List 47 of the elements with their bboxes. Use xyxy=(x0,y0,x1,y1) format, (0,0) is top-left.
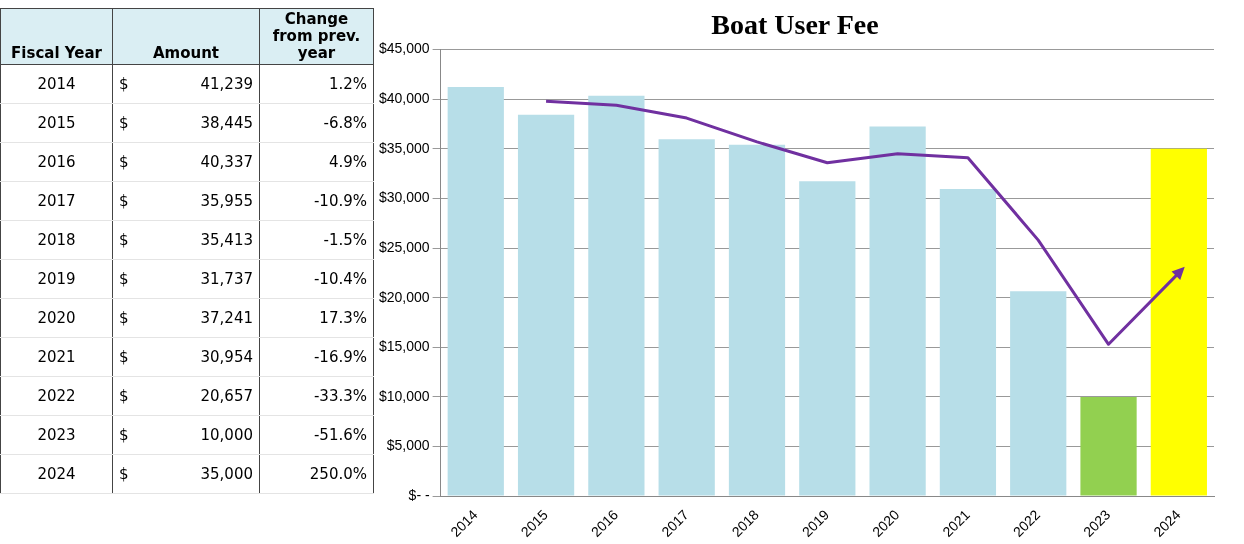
y-tick-label: $45,000 xyxy=(379,40,430,57)
text: $ 37,241 xyxy=(119,309,253,327)
category-label: 2023 xyxy=(37,426,76,444)
text: $ 20,657 xyxy=(119,387,253,405)
y-tick-label: $25,000 xyxy=(379,238,430,255)
text: -51.6% xyxy=(259,415,374,455)
category-label: 2014 xyxy=(37,75,76,93)
text: $ 41,239 xyxy=(119,75,253,93)
text: 1.2% xyxy=(259,64,374,104)
text: -10.9% xyxy=(259,181,374,221)
text: Fiscal Year xyxy=(0,8,113,65)
text: $ 35,955 xyxy=(119,192,253,210)
text: -1.5% xyxy=(259,220,374,260)
text: $ 35,000 xyxy=(119,465,253,483)
text: 250.0% xyxy=(259,454,374,494)
y-tick-label: $10,000 xyxy=(379,387,430,404)
category-label: 2021 xyxy=(37,348,76,366)
text: Change from prev. year xyxy=(259,8,374,65)
text: $ 30,954 xyxy=(119,348,253,366)
chart-title: Boat User Fee xyxy=(711,9,879,41)
y-tick-label: $20,000 xyxy=(379,288,430,305)
y-tick-label: $5,000 xyxy=(386,437,430,454)
category-label: 2022 xyxy=(37,387,76,405)
category-label: 2015 xyxy=(37,114,76,132)
text: -16.9% xyxy=(259,337,374,377)
category-label: 2017 xyxy=(37,192,76,210)
y-tick-label: $35,000 xyxy=(379,139,430,156)
text: $ 35,413 xyxy=(119,231,253,249)
text: -10.4% xyxy=(259,259,374,299)
y-tick-label: $- - xyxy=(408,486,430,503)
category-label: 2024 xyxy=(37,465,76,483)
text: $ 40,337 xyxy=(119,153,253,171)
text: -33.3% xyxy=(259,376,374,416)
text: 17.3% xyxy=(259,298,374,338)
y-tick-label: $40,000 xyxy=(379,90,430,107)
text: -6.8% xyxy=(259,103,374,143)
text: $ 31,737 xyxy=(119,270,253,288)
y-tick-label: $15,000 xyxy=(379,338,430,355)
category-label: 2018 xyxy=(37,231,76,249)
text: $ 38,445 xyxy=(119,114,253,132)
text: 4.9% xyxy=(259,142,374,182)
category-label: 2016 xyxy=(37,153,76,171)
y-tick-label: $30,000 xyxy=(379,189,430,206)
category-label: 2019 xyxy=(37,270,76,288)
category-label: 2020 xyxy=(37,309,76,327)
text: Amount xyxy=(112,8,260,65)
text: $ 10,000 xyxy=(119,426,253,444)
